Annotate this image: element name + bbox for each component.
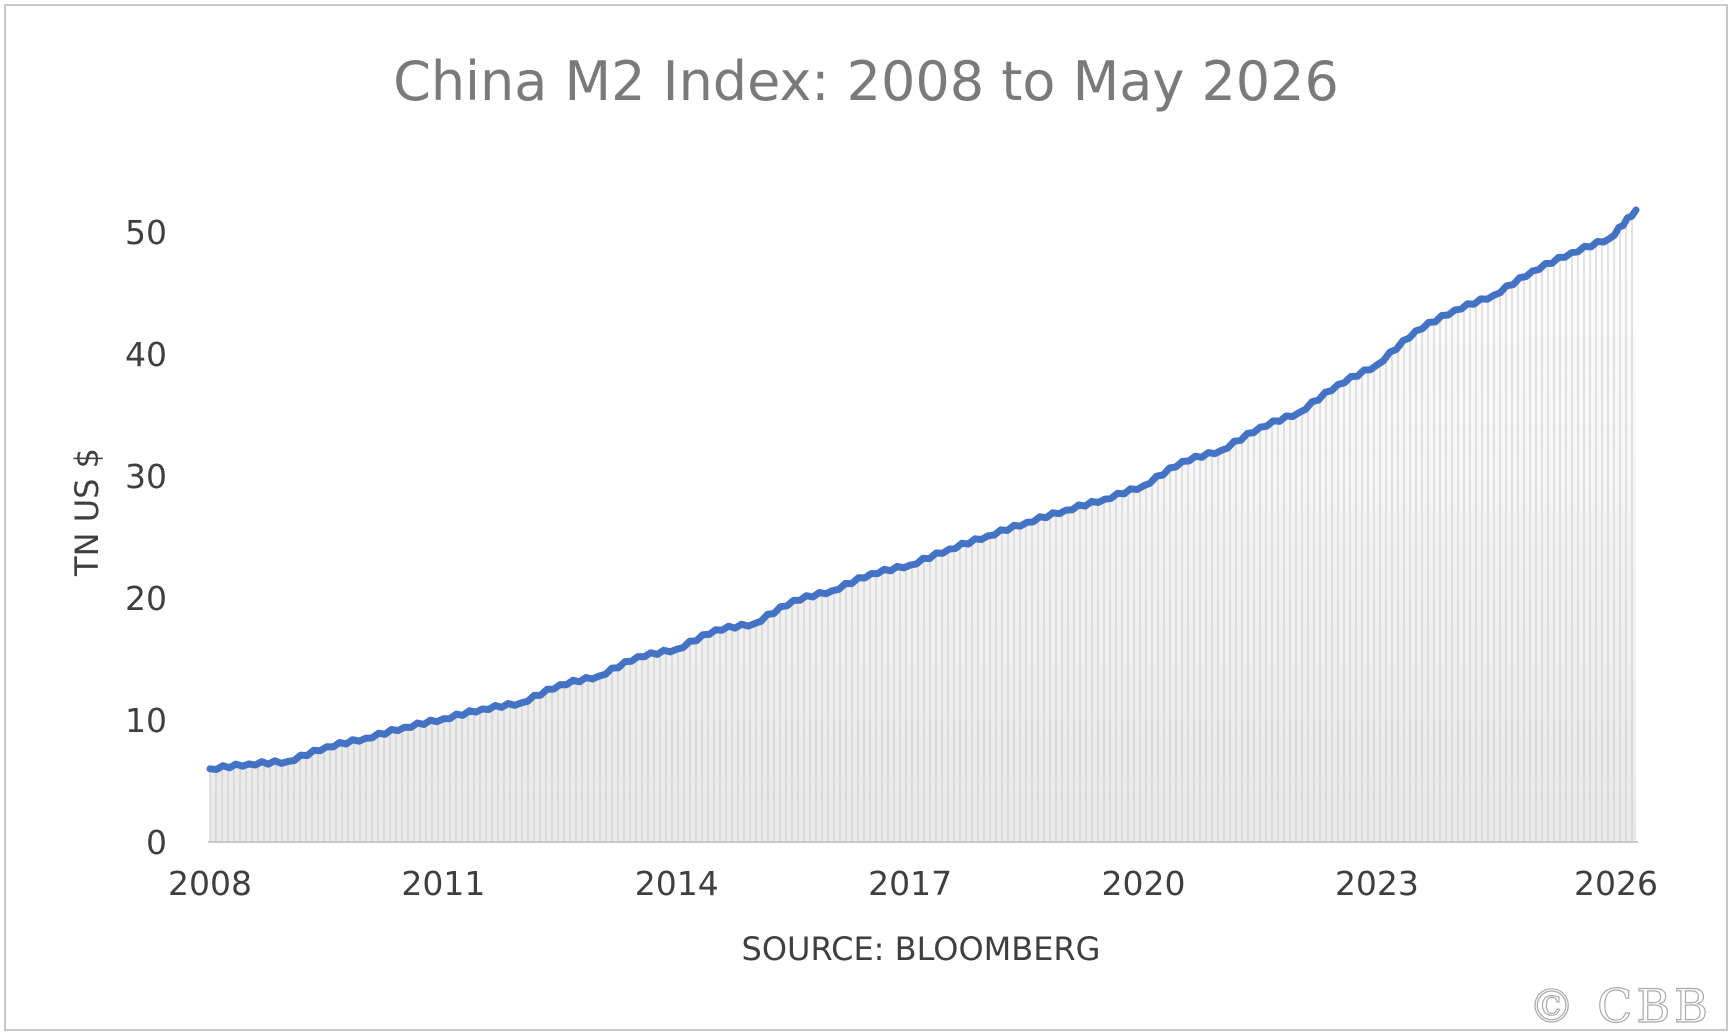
area-hatching bbox=[209, 215, 1633, 842]
x-tick-label: 2026 bbox=[1574, 864, 1658, 903]
series-line bbox=[206, 206, 1640, 773]
x-axis-ticks: 2008 2011 2014 2017 2020 2023 2026 bbox=[168, 864, 1658, 903]
y-tick-label: 50 bbox=[125, 213, 167, 252]
y-tick-label: 30 bbox=[125, 457, 167, 496]
y-tick-label: 10 bbox=[125, 701, 167, 740]
x-tick-label: 2023 bbox=[1335, 864, 1419, 903]
area-fill bbox=[210, 210, 1636, 842]
y-axis-title: TN US $ bbox=[68, 448, 106, 577]
chart-title: China M2 Index: 2008 to May 2026 bbox=[393, 50, 1339, 113]
x-tick-label: 2014 bbox=[635, 864, 719, 903]
y-tick-label: 0 bbox=[146, 823, 167, 862]
x-tick-label: 2020 bbox=[1102, 864, 1186, 903]
y-axis-ticks: 0 10 20 30 40 50 bbox=[125, 213, 167, 862]
copyright-watermark: © CBB bbox=[1529, 979, 1712, 1033]
x-tick-label: 2011 bbox=[401, 864, 485, 903]
y-tick-label: 20 bbox=[125, 579, 167, 618]
x-axis-title: SOURCE: BLOOMBERG bbox=[742, 930, 1101, 968]
x-tick-label: 2008 bbox=[168, 864, 252, 903]
x-tick-label: 2017 bbox=[868, 864, 952, 903]
y-tick-label: 40 bbox=[125, 335, 167, 374]
plot-area bbox=[206, 206, 1640, 843]
